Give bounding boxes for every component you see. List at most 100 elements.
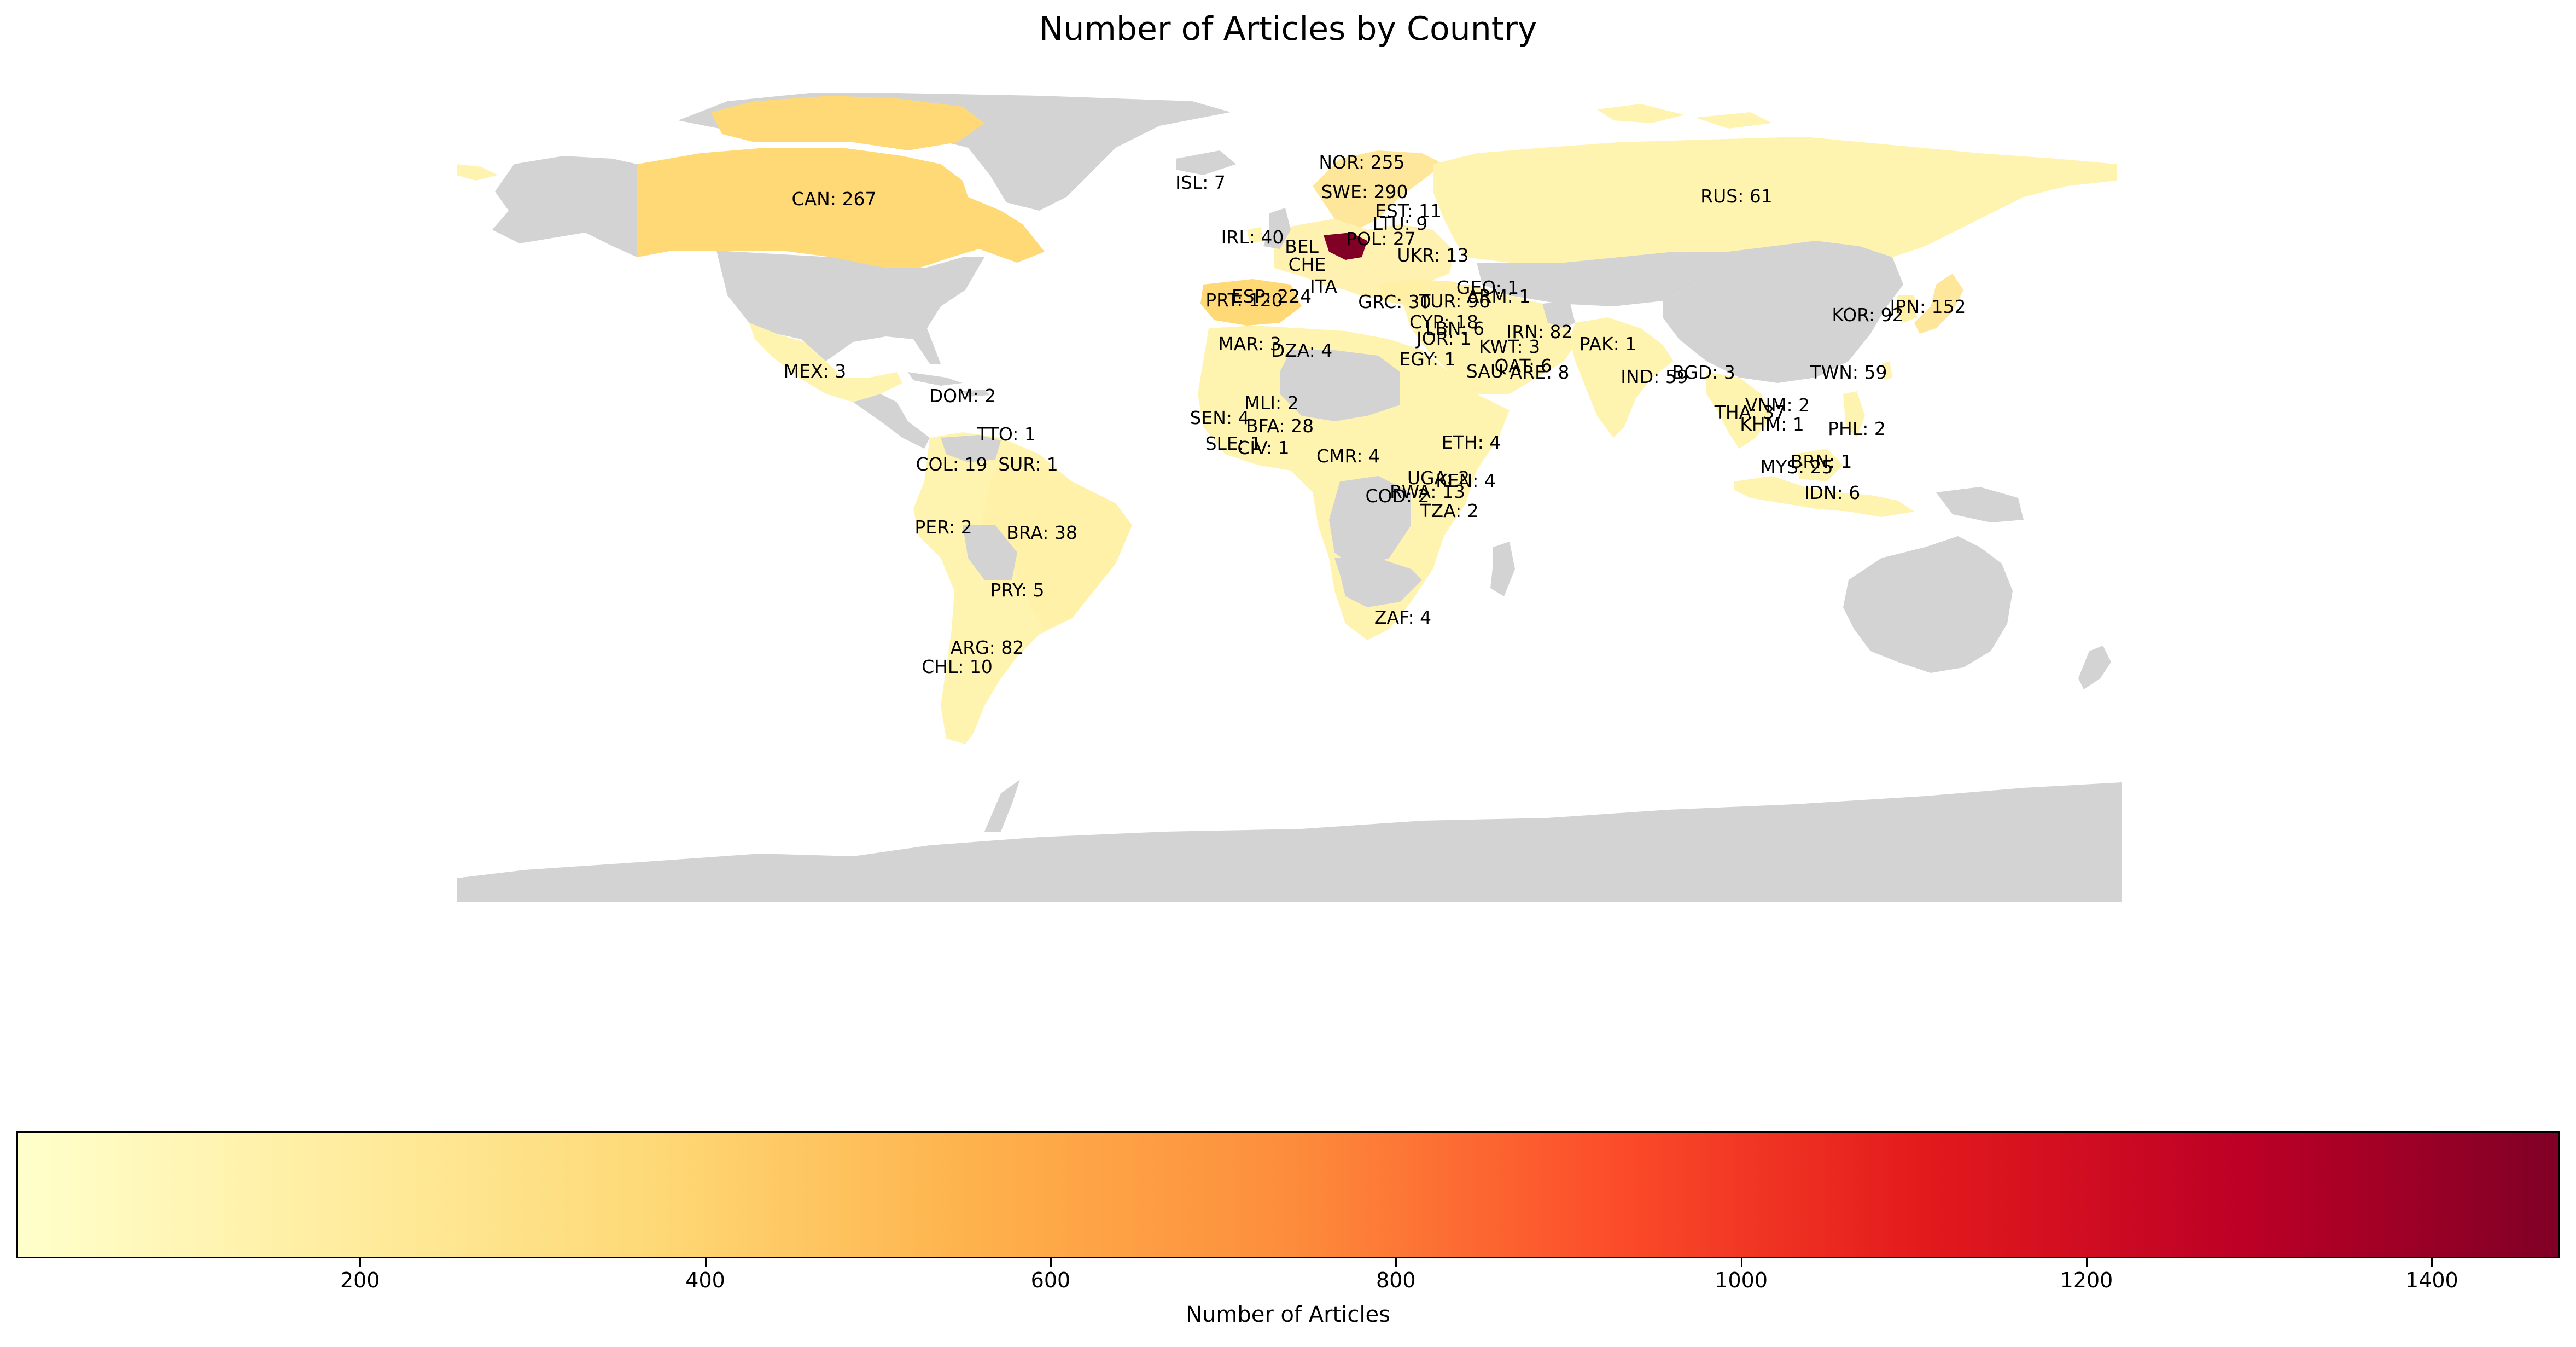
uk-shape (1263, 208, 1291, 249)
sahara-shape (1280, 350, 1400, 421)
colorbar-tick-label: 400 (685, 1268, 725, 1292)
country-label-zaf: ZAF: 4 (1374, 607, 1431, 628)
country-label-bra: BRA: 38 (1006, 522, 1077, 543)
borneo-shape (1794, 449, 1843, 481)
country-label-tto: TTO: 1 (976, 423, 1036, 445)
usa-shape (716, 251, 984, 364)
country-label-cmr: CMR: 4 (1316, 445, 1380, 467)
colorbar-tick-label: 600 (1030, 1268, 1071, 1292)
colorbar-tick-label: 200 (340, 1268, 380, 1292)
country-label-pak: PAK: 1 (1580, 333, 1637, 355)
country-label-brn: BRN: 1 (1791, 451, 1852, 472)
country-label-jor: JOR: 1 (1415, 328, 1471, 349)
alaska-shape (492, 156, 637, 257)
colorbar-tick (2086, 1258, 2088, 1267)
new-guinea-shape (1936, 487, 2024, 522)
country-label-egy: EGY: 1 (1399, 349, 1455, 370)
europe-mainland-shape (1274, 219, 1455, 298)
country-label-can: CAN: 267 (792, 188, 877, 210)
country-label-dza: DZA: 4 (1271, 340, 1333, 361)
colorbar (16, 1131, 2560, 1258)
country-label-prt: PRT: 120 (1205, 289, 1283, 311)
country-label-sau: SAU (1466, 361, 1503, 382)
central-america-shape (853, 394, 930, 449)
country-label-bfa: BFA: 28 (1246, 415, 1314, 437)
country-label-tur: TUR: 96 (1419, 291, 1490, 312)
se-asia-shape (1706, 372, 1772, 449)
central-africa-shape (1329, 476, 1411, 569)
country-label-mys: MYS: 25 (1760, 456, 1833, 478)
country-label-ind: IND: 59 (1621, 366, 1688, 387)
country-label-kwt: KWT: 3 (1479, 336, 1540, 357)
philippines-shape (1843, 391, 1865, 438)
country-label-ukr: UKR: 13 (1397, 245, 1468, 266)
brazil-shape (979, 460, 1132, 629)
country-label-rwa: RWA: 13 (1390, 481, 1465, 502)
indonesia-shape (1734, 476, 1914, 517)
colorbar-axis-label: Number of Articles (1186, 1302, 1390, 1327)
country-label-sur: SUR: 1 (998, 454, 1058, 475)
middle-east-shape (1400, 285, 1575, 394)
venezuela-shape (941, 435, 1001, 462)
colorbar-tick (1395, 1258, 1397, 1267)
country-label-per: PER: 2 (914, 516, 972, 538)
country-label-vnm: VNM: 2 (1745, 394, 1810, 416)
country-label-twn: TWN: 59 (1809, 362, 1887, 383)
country-label-khm: KHM: 1 (1740, 414, 1804, 435)
colorbar-tick-label: 1200 (2060, 1268, 2113, 1292)
country-label-bgd: BGD: 3 (1672, 362, 1735, 383)
afghanistan-shape (1542, 301, 1575, 328)
colorbar-tick (1740, 1258, 1742, 1267)
korea-shape (1895, 295, 1917, 323)
colorbar-tick-label: 1400 (2405, 1268, 2458, 1292)
country-label-sle: SLE: 1 (1205, 433, 1262, 454)
country-label-are: ARE: 8 (1510, 362, 1570, 383)
iberia-shape (1200, 279, 1302, 326)
country-label-dom: DOM: 2 (929, 385, 996, 407)
caribbean-shape (908, 372, 990, 397)
country-label-swe: SWE: 290 (1321, 181, 1408, 202)
country-label-irn: IRN: 82 (1507, 321, 1573, 342)
country-label-grc: GRC: 30 (1358, 291, 1431, 312)
country-label-est: EST: 11 (1375, 200, 1442, 222)
country-label-chl: CHL: 10 (922, 656, 993, 677)
country-label-irl: IRL: 40 (1221, 227, 1284, 248)
country-label-eth: ETH: 4 (1442, 432, 1501, 453)
arctic-islands-shape (1597, 104, 1772, 129)
country-label-nor: NOR: 255 (1319, 152, 1404, 173)
central-asia-shape (1477, 252, 1706, 306)
country-label-mli: MLI: 2 (1244, 392, 1298, 414)
new-zealand-shape (2078, 646, 2111, 689)
colorbar-tick (1050, 1258, 1052, 1267)
madagascar-shape (1490, 542, 1515, 596)
country-label-jpn: JPN: 152 (1889, 296, 1966, 317)
colorbar-tick-label: 1000 (1715, 1268, 1768, 1292)
country-label-uga: UGA: 2 (1407, 467, 1470, 489)
southern-africa-shape (1334, 558, 1422, 607)
country-label-bel: BEL (1285, 236, 1319, 257)
antarctic-peninsula-shape (984, 780, 1020, 832)
colorbar-tick (2431, 1258, 2433, 1267)
country-label-isl: ISL: 7 (1175, 172, 1226, 193)
country-label-ita: ITA (1310, 276, 1337, 297)
bolivia-shape (963, 525, 1017, 580)
country-label-tza: TZA: 2 (1419, 500, 1478, 521)
colorbar-tick-label: 800 (1376, 1268, 1416, 1292)
country-label-ken: KEN: 4 (1436, 470, 1496, 491)
country-label-rus: RUS: 61 (1700, 185, 1773, 207)
colorbar-tick (704, 1258, 707, 1267)
antarctica-shape (457, 782, 2122, 902)
map-title: Number of Articles by Country (1039, 10, 1537, 48)
country-label-cod: COD: 2 (1365, 485, 1429, 507)
country-label-qat: QAT: 6 (1494, 355, 1552, 376)
iceland-shape (1176, 150, 1236, 175)
china-shape (1663, 241, 1903, 383)
japan-shape (1914, 274, 1963, 334)
country-label-esp: ESP: 224 (1232, 286, 1312, 307)
taiwan-shape (1881, 361, 1892, 380)
landmasses (457, 93, 2122, 902)
country-label-ltu: LTU: 9 (1373, 213, 1428, 234)
country-label-kor: KOR: 92 (1832, 304, 1903, 326)
colorbar-gradient (18, 1133, 2558, 1257)
